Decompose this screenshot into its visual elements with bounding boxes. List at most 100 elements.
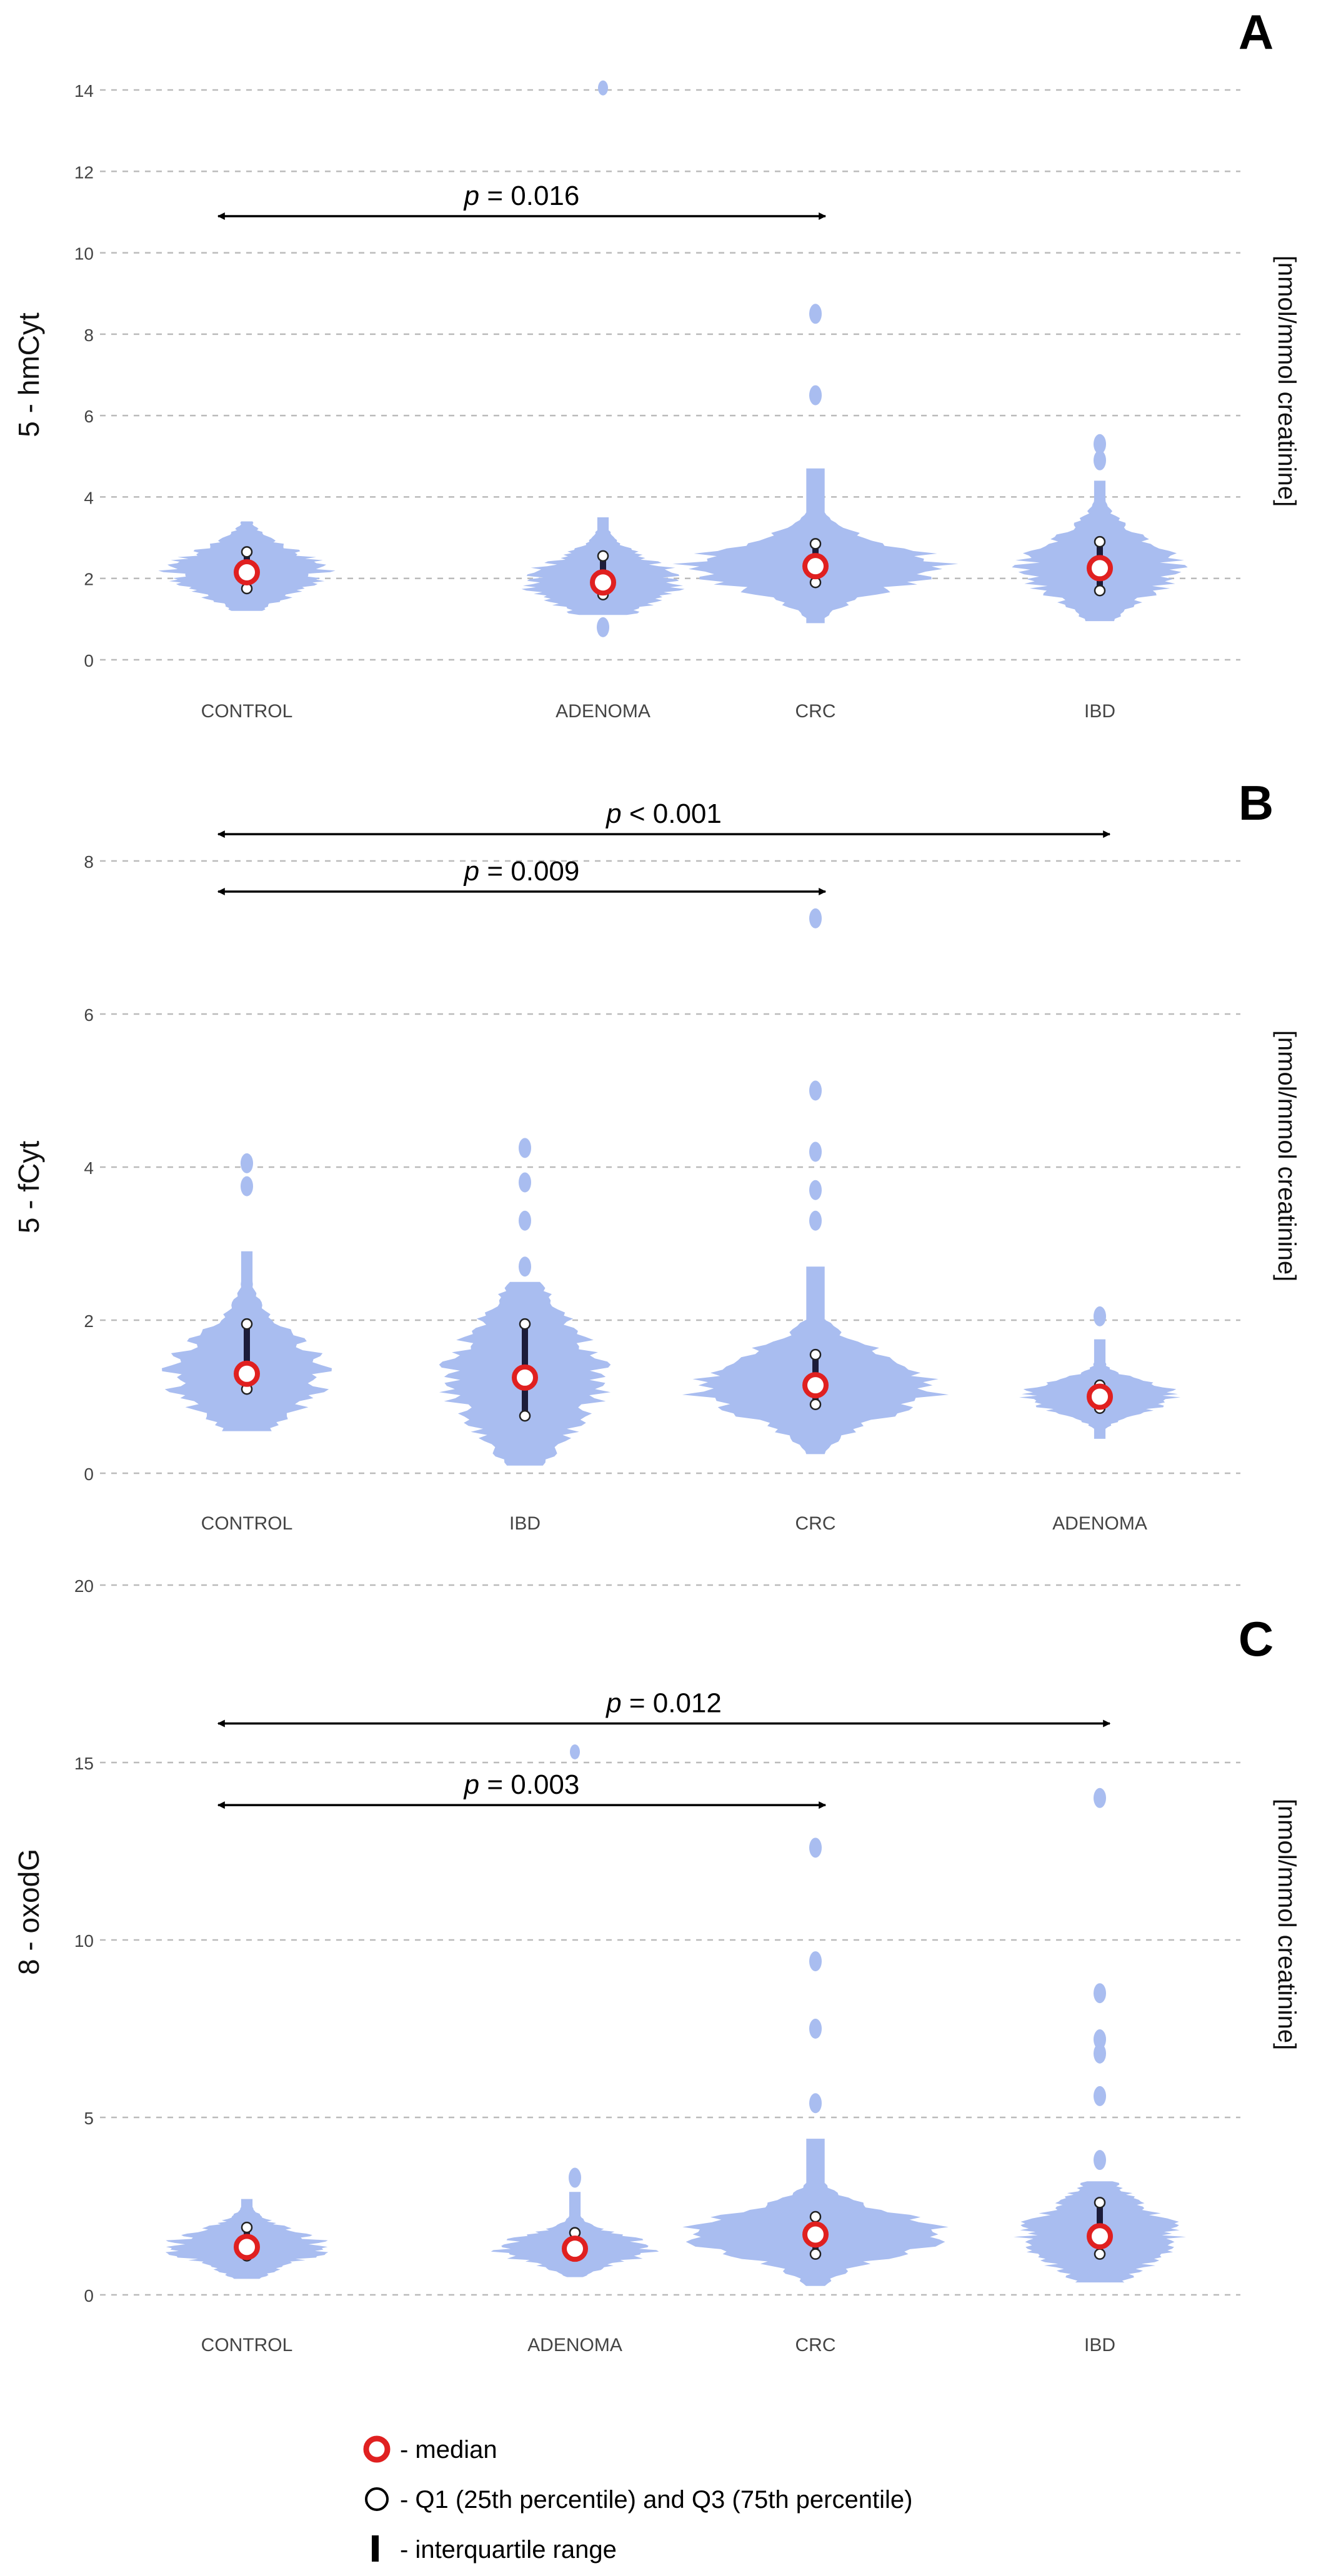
panel-b-gridlines [100, 860, 1240, 1474]
y-tick-label: 2 [84, 570, 94, 589]
y-tick-label: 4 [84, 488, 94, 507]
quartile-point [809, 1348, 822, 1361]
panel-b-letter: B [1239, 775, 1274, 830]
outlier-point [519, 1138, 531, 1158]
panel-c-y-axis-label: 8 - oxodG [12, 1849, 45, 1975]
median-point [1087, 1383, 1113, 1410]
y-tick-label: 15 [74, 1754, 94, 1773]
median-point [1087, 555, 1113, 582]
quartile-point [241, 546, 253, 558]
median-point [590, 569, 616, 596]
x-tick-label: CONTROL [201, 701, 293, 722]
panel-b-violins [162, 908, 1181, 1466]
quartile-point [519, 1410, 531, 1422]
median-point [234, 559, 260, 585]
quartile-point [1094, 2197, 1106, 2209]
y-tick-label: 14 [74, 81, 94, 101]
median-point [802, 553, 829, 580]
quartile-point [1094, 2248, 1106, 2260]
outlier-point [1094, 1788, 1106, 1808]
outlier-point [809, 2093, 822, 2114]
panel-b-x-ticks: CONTROL IBD CRC ADENOMA [201, 1513, 1147, 1534]
outlier-point [809, 1210, 822, 1231]
outlier-point [569, 2167, 581, 2188]
violin-ibd [439, 1138, 611, 1466]
y-tick-label: 2 [84, 1311, 94, 1331]
outlier-point [809, 1080, 822, 1101]
x-tick-label: CONTROL [201, 1513, 293, 1534]
quartile-point [809, 2210, 822, 2223]
p-symbol: p [605, 1688, 621, 1719]
p-value-text: = 0.003 [479, 1769, 579, 1800]
violin-control [158, 521, 336, 611]
median-point [512, 1364, 538, 1391]
outlier-point [809, 908, 822, 928]
outlier-point [1094, 2043, 1106, 2064]
p-value-text: = 0.012 [622, 1688, 722, 1719]
x-tick-label: CRC [795, 2335, 836, 2355]
legend-median-label: - median [400, 2436, 497, 2464]
panel-c-letter: C [1239, 1611, 1274, 1666]
outlier-point [809, 1141, 822, 1162]
median-point [802, 2221, 829, 2248]
x-tick-label: IBD [509, 1513, 541, 1534]
violin-adenoma [491, 2167, 659, 2277]
quartile-point [809, 1398, 822, 1410]
violin-crc [682, 908, 949, 1455]
outlier-point [809, 1951, 822, 1972]
legend-median-marker [363, 2435, 391, 2463]
y-tick-label: 20 [74, 1576, 94, 1596]
x-tick-label: ADENOMA [556, 701, 651, 722]
x-tick-label: CONTROL [201, 2335, 293, 2355]
p-symbol: p [463, 181, 479, 211]
outlier-point [519, 1256, 531, 1277]
panel-a-x-ticks: CONTROL ADENOMA CRC IBD [201, 701, 1115, 722]
outlier-point [519, 1172, 531, 1193]
panel-c-unit-label: [nmol/mmol creatinine] [1273, 1799, 1300, 2050]
p-value-text: = 0.009 [479, 856, 579, 887]
p-value-label: p = 0.016 [463, 181, 580, 211]
y-tick-label: 10 [74, 1931, 94, 1951]
legend-quartile-marker [365, 2487, 389, 2511]
p-value-text: = 0.016 [479, 181, 579, 211]
x-tick-label: IBD [1084, 701, 1115, 722]
quartile-point [809, 2248, 822, 2260]
outlier-point [809, 2019, 822, 2039]
p-symbol: p [463, 856, 479, 887]
x-tick-label: ADENOMA [1052, 1513, 1147, 1534]
panel-c-gridlines [100, 1584, 1240, 2296]
panel-a-annotations: p = 0.016 [217, 181, 827, 220]
violin-adenoma [521, 517, 685, 637]
panel-a-violins [158, 80, 1188, 637]
extra-point [598, 80, 608, 96]
panel-a-y-axis-label: 5 - hmCyt [12, 312, 45, 437]
outlier-point [1094, 2150, 1106, 2171]
x-tick-label: ADENOMA [527, 2335, 622, 2355]
y-tick-label: 10 [74, 244, 94, 264]
median-point [1087, 2223, 1113, 2250]
outlier-point [1094, 1306, 1106, 1326]
y-tick-label: 0 [84, 2286, 94, 2305]
panel-c-y-ticks: 0 5 10 15 20 [74, 1576, 94, 2305]
median-point [562, 2235, 588, 2262]
p-symbol: p [605, 798, 621, 829]
outlier-point [241, 1153, 253, 1173]
y-tick-label: 0 [84, 1465, 94, 1484]
y-tick-label: 12 [74, 162, 94, 182]
x-tick-label: IBD [1084, 2335, 1115, 2355]
outlier-point [1094, 2029, 1106, 2050]
outlier-point [809, 1180, 822, 1200]
quartile-point [241, 1318, 253, 1330]
panel-a-letter: A [1239, 4, 1274, 59]
quartile-point [1094, 535, 1106, 548]
legend: - median - Q1 (25th percentile) and Q3 (… [363, 2435, 912, 2564]
median-point [234, 2234, 260, 2260]
panel-c-violins [165, 1744, 1187, 2286]
p-value-label: p = 0.012 [605, 1688, 722, 1719]
extra-point [570, 1744, 580, 1759]
